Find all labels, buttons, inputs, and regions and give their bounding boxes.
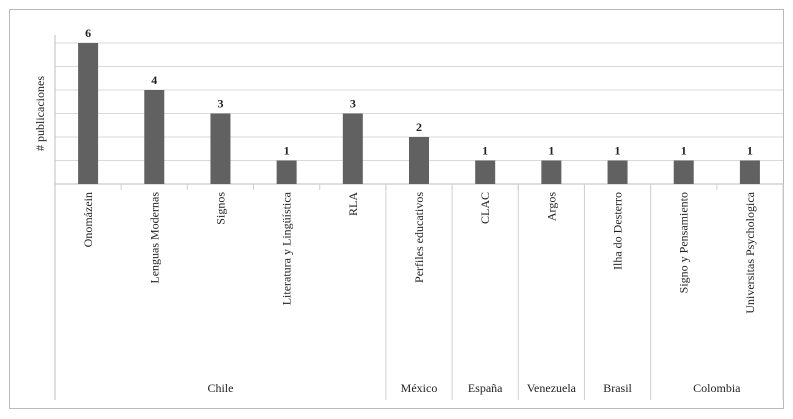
x-tick-label: Ilha do Desterro (611, 192, 625, 270)
data-label: 1 (615, 144, 621, 158)
bar (409, 137, 429, 184)
bar (475, 160, 496, 184)
x-tick-label: Argos (544, 192, 558, 221)
group-label: Chile (207, 381, 233, 395)
group-label: España (468, 381, 503, 395)
bar (607, 160, 628, 184)
data-label: 1 (482, 144, 488, 158)
bar (78, 43, 99, 184)
x-tick-label: Literatura y Lingüística (280, 191, 294, 305)
data-label: 1 (681, 144, 687, 158)
bar (739, 160, 760, 184)
bar (342, 113, 363, 184)
x-tick-label: Perfiles educativos (412, 192, 426, 283)
group-label: México (401, 381, 438, 395)
x-tick-label: Signo y Pensamiento (677, 192, 691, 293)
bar (541, 160, 562, 184)
data-label: 1 (747, 144, 753, 158)
y-axis-title: # publicaciones (33, 76, 47, 151)
group-label: Brasil (603, 381, 632, 395)
group-label: Venezuela (527, 381, 577, 395)
data-label: 1 (284, 144, 290, 158)
data-label: 1 (548, 144, 554, 158)
x-tick-label: CLAC (478, 192, 492, 224)
x-tick-label: Universitas Psychologica (743, 191, 757, 313)
data-label: 3 (217, 97, 223, 111)
x-tick-label: Lenguas Modernas (147, 192, 161, 284)
bar (673, 160, 694, 184)
bar (210, 113, 231, 184)
bar (144, 90, 165, 184)
data-label: 2 (416, 120, 422, 134)
data-label: 6 (85, 26, 91, 40)
data-label: 4 (151, 73, 157, 87)
x-tick-label: Signos (213, 192, 227, 225)
data-label: 3 (350, 97, 356, 111)
x-tick-label: Onomázein (81, 192, 95, 247)
bar (276, 160, 297, 184)
group-label: Colombia (693, 381, 741, 395)
x-tick-label: RLA (346, 192, 360, 216)
chart-frame (9, 9, 784, 409)
